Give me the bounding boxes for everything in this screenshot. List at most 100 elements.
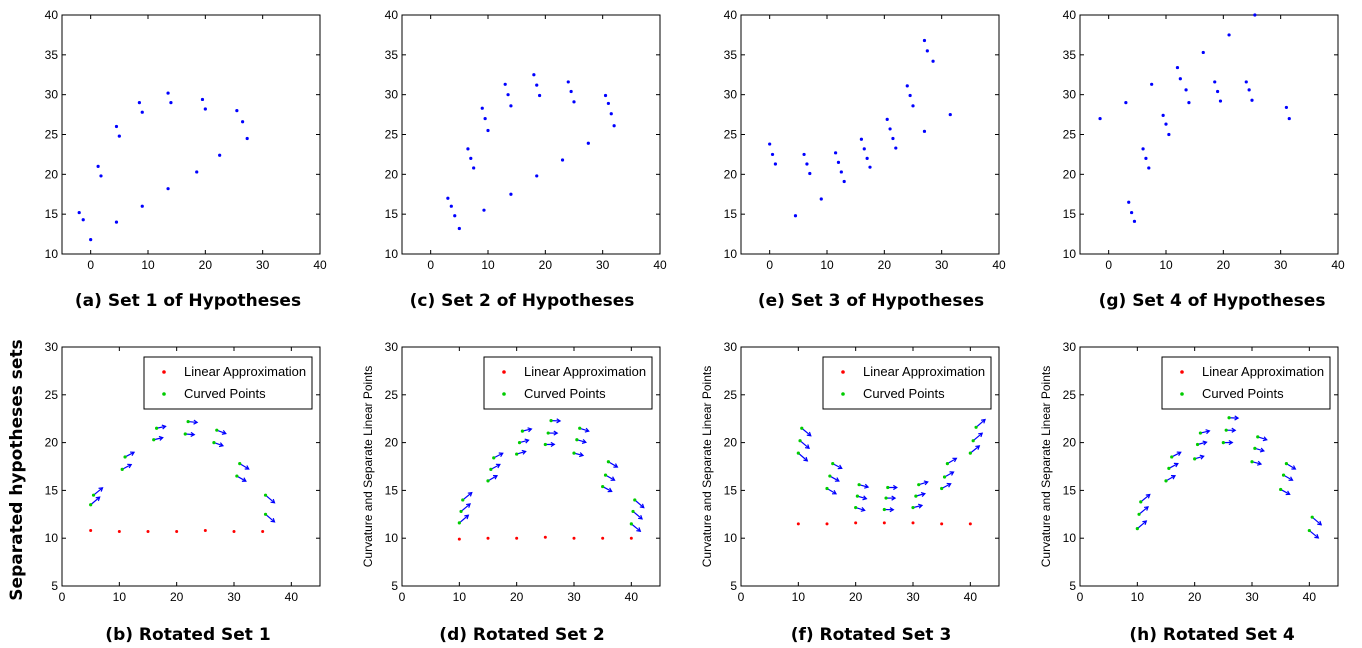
panel-caption: (b) Rotated Set 1 — [105, 625, 270, 645]
curved-point — [1250, 460, 1254, 464]
tangent-arrowhead — [1317, 520, 1323, 526]
y-tick-label: 20 — [45, 167, 59, 181]
tangent-arrowhead — [1176, 451, 1182, 457]
curved-point — [1256, 435, 1260, 439]
panel-caption: (d) Rotated Set 2 — [439, 625, 604, 645]
tangent-arrow — [608, 461, 618, 468]
y-tick-label: 5 — [391, 579, 398, 593]
tangent-arrowhead — [613, 463, 619, 468]
legend-entry-linear: Linear Approximation — [184, 364, 306, 379]
hypothesis-point — [480, 106, 484, 110]
tangent-arrowhead — [891, 495, 897, 501]
y-tick-label: 10 — [45, 247, 59, 261]
y-tick-label: 30 — [1063, 88, 1077, 102]
x-tick-label: 40 — [1303, 590, 1317, 604]
tangent-arrow — [493, 452, 504, 459]
curved-point — [945, 462, 950, 466]
tangent-arrow — [975, 419, 986, 428]
hypothesis-point — [532, 73, 536, 77]
hypothesis-point — [503, 82, 507, 86]
hypothesis-point — [469, 156, 473, 160]
curved-point — [263, 493, 268, 497]
y-tick-label: 35 — [1063, 48, 1077, 62]
hypothesis-point — [1244, 80, 1248, 84]
tangent-arrow — [1138, 506, 1149, 515]
tangent-arrow — [829, 475, 840, 482]
tangent-arrowhead — [949, 471, 955, 476]
hypothesis-point — [1164, 122, 1168, 126]
y-tick-label: 10 — [1063, 531, 1077, 545]
tangent-arrowhead — [190, 431, 196, 437]
hypothesis-point — [99, 174, 103, 178]
curved-point — [1139, 500, 1143, 504]
hypothesis-point — [925, 49, 929, 53]
x-tick-label: 0 — [87, 258, 94, 272]
x-tick-label: 20 — [170, 590, 184, 604]
y-tick-label: 15 — [385, 207, 399, 221]
curved-point — [855, 494, 859, 498]
curved-point — [186, 419, 190, 424]
y-tick-label: 40 — [1063, 8, 1077, 22]
legend-box — [1161, 356, 1331, 410]
tangent-arrowhead — [1144, 506, 1149, 511]
hypothesis-point — [842, 179, 846, 184]
hypothesis-point — [922, 38, 927, 43]
hypothesis-point — [606, 101, 611, 106]
x-tick-label: 40 — [625, 590, 639, 604]
y-tick-label: 5 — [51, 579, 58, 593]
tangent-arrowhead — [639, 503, 645, 509]
tangent-arrowhead — [607, 487, 613, 493]
tangent-arrowhead — [1291, 465, 1297, 470]
tangent-arrowhead — [270, 498, 276, 504]
hypothesis-point — [1253, 13, 1257, 17]
x-tick-label: 10 — [820, 258, 834, 272]
hypothesis-point — [1216, 89, 1220, 94]
curved-point — [911, 506, 915, 510]
tangent-arrowhead — [498, 452, 504, 457]
curved-point — [515, 452, 519, 456]
curved-point — [1137, 512, 1141, 516]
curved-point — [459, 509, 463, 514]
legend-marker-linear — [162, 370, 166, 374]
x-tick-label: 20 — [1217, 258, 1231, 272]
y-tick-label: 15 — [45, 207, 59, 221]
hypothesis-point — [241, 120, 245, 124]
tangent-arrowhead — [95, 496, 101, 502]
hypothesis-point — [603, 93, 608, 98]
chart-panel-1: 0 10 20 30 40 10 15 20 25 30 35 40 (a) Set 1 of Hypo… — [45, 8, 327, 311]
tangent-arrowhead — [1285, 490, 1291, 496]
hypothesis-point — [117, 134, 121, 138]
tangent-arrowhead — [834, 477, 840, 482]
plot-frame — [1079, 14, 1339, 255]
tangent-arrowhead — [981, 418, 986, 424]
tangent-arrowhead — [860, 506, 866, 512]
y-tick-label: 15 — [385, 483, 399, 497]
legend-entry-linear: Linear Approximation — [524, 364, 646, 379]
hypothesis-point — [1250, 98, 1254, 102]
panel-caption: (h) Rotated Set 4 — [1129, 625, 1294, 645]
curved-point — [486, 479, 490, 483]
curved-point — [520, 429, 525, 433]
tangent-arrowhead — [1173, 462, 1179, 468]
hypothesis-point — [569, 89, 573, 94]
tangent-arrow — [1171, 451, 1182, 458]
tangent-arrowhead — [221, 430, 227, 435]
chart-panel-4: 0 10 20 30 40 10 15 20 25 30 35 40 (g) Set 4 of Hypo… — [1063, 8, 1345, 311]
x-tick-label: 40 — [964, 590, 978, 604]
tangent-arrowhead — [556, 418, 562, 424]
panel-caption: (a) Set 1 of Hypotheses — [75, 291, 301, 311]
curved-point — [831, 462, 835, 466]
tangent-arrow — [1286, 463, 1296, 470]
curved-point — [123, 455, 127, 459]
chart-panel-2: 0 10 20 30 40 10 15 20 25 30 35 40 (c) Set 2 of Hypo… — [385, 8, 667, 311]
y-tick-label: 20 — [1063, 167, 1077, 181]
curved-point — [152, 438, 156, 442]
curved-point — [1279, 487, 1283, 492]
hypothesis-point — [166, 187, 170, 191]
tangent-arrowhead — [495, 463, 501, 469]
x-tick-label: 10 — [113, 590, 127, 604]
hypothesis-point — [457, 226, 461, 231]
tangent-arrow — [634, 499, 645, 509]
legend: Linear Approximation Curved Points — [483, 356, 653, 410]
hypothesis-point — [453, 214, 457, 218]
